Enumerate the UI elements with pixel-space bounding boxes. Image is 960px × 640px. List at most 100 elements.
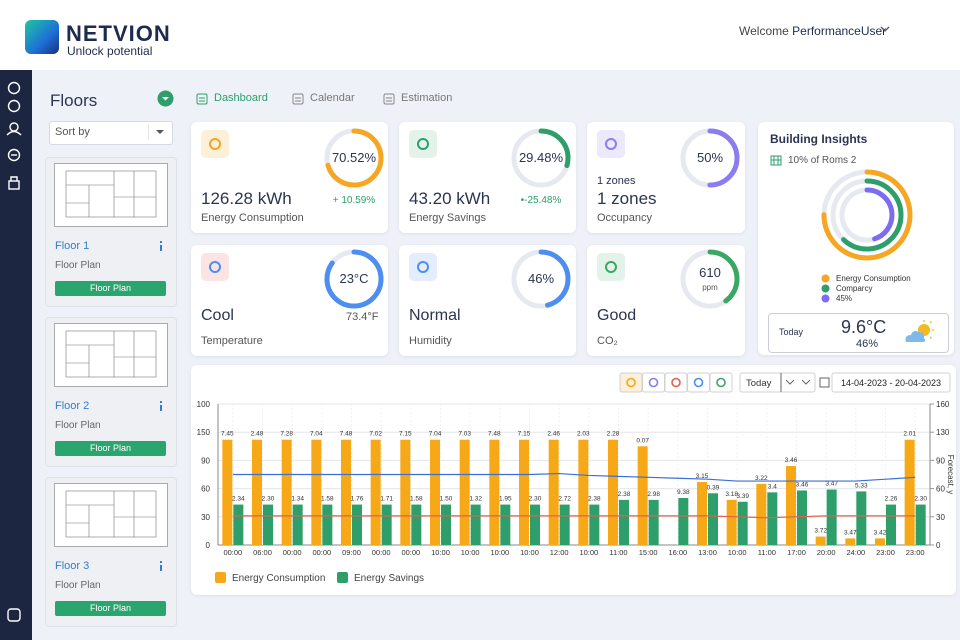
card-value: Cool: [201, 307, 234, 325]
line: [233, 474, 915, 482]
bar: [233, 505, 243, 545]
ring-text: 610: [699, 265, 721, 280]
toolbar-button[interactable]: [688, 373, 710, 392]
bar-label: 3.46: [785, 457, 798, 464]
legend-swatch: [215, 572, 226, 583]
x-tick-label: 10:00: [490, 548, 509, 557]
bar: [352, 505, 362, 545]
date-text: 14-04-2023 - 20-04-2023: [841, 378, 941, 388]
bar-label: 2.03: [577, 431, 590, 438]
bar: [638, 446, 648, 545]
bar-label: 7.04: [310, 431, 323, 438]
weather-humidity: 46%: [856, 338, 878, 350]
welcome-text: Welcome: [739, 24, 789, 38]
tab-icon: [292, 93, 304, 105]
bar: [441, 505, 451, 545]
floor-button[interactable]: Floor Plan: [55, 441, 166, 456]
tab-icon-shape: [197, 94, 207, 104]
bar-label: 7.28: [280, 431, 293, 438]
tab-icon-lines: [386, 98, 392, 101]
y2-tick-label: 90: [936, 456, 945, 465]
tab[interactable]: Calendar: [310, 92, 355, 104]
toolbar-button[interactable]: [620, 373, 642, 392]
floor-button[interactable]: Floor Plan: [55, 601, 166, 616]
chart: Today14-04-2023 - 20-04-2023030609015010…: [191, 365, 956, 595]
bar-label: 3.72: [814, 528, 827, 535]
insights-title: Building Insights: [770, 132, 867, 146]
x-tick-label: 10:00: [728, 548, 747, 557]
weather-icon: [902, 318, 938, 346]
floor-subtitle: Floor Plan: [55, 260, 101, 271]
card-icon: [409, 130, 437, 158]
sidebar-icons[interactable]: [0, 70, 32, 640]
card-value: Good: [597, 307, 636, 325]
bar-label: 2.98: [647, 491, 660, 498]
tagline: Unlock potential: [67, 44, 152, 58]
x-tick-label: 00:00: [372, 548, 391, 557]
card-label: Energy Consumption: [201, 212, 304, 224]
card-extra: 73.4°F: [346, 311, 379, 323]
tab[interactable]: Dashboard: [214, 92, 268, 104]
x-tick-label: 10:00: [579, 548, 598, 557]
floor-button[interactable]: Floor Plan: [55, 281, 166, 296]
card-ring: 23°C: [322, 247, 386, 311]
x-tick-label: 00:00: [223, 548, 242, 557]
bar: [619, 500, 629, 545]
toolbar-button[interactable]: [710, 373, 732, 392]
ring-text: 23°C: [339, 271, 368, 286]
weather-temp: 9.6°C: [841, 317, 886, 338]
card-icon: [409, 253, 437, 281]
bar-label: 9.38: [677, 489, 690, 496]
bar-label: 2.01: [903, 431, 916, 438]
y-tick-label: 100: [197, 400, 211, 409]
bar: [786, 466, 796, 545]
x-tick-label: 09:00: [342, 548, 361, 557]
user-chevron[interactable]: [880, 25, 890, 33]
bar-label: 2.30: [262, 496, 275, 503]
insight-rings: [817, 165, 917, 265]
x-tick-label: 12:00: [550, 548, 569, 557]
card-value: Normal: [409, 307, 461, 325]
floor-name: Floor 1: [55, 240, 89, 252]
bar-label: 1.58: [410, 496, 423, 503]
bar: [560, 505, 570, 545]
floor-info: [158, 401, 164, 411]
card-value: 126.28 kWh: [201, 189, 292, 209]
bar-label: 2.30: [529, 496, 542, 503]
bar-label: 2.30: [914, 496, 927, 503]
card-change: + 10.59%: [324, 195, 384, 206]
bar-label: 1.32: [469, 496, 482, 503]
bar-label: 3.39: [736, 493, 749, 500]
card-value: 1 zones: [597, 189, 657, 209]
y-tick-label: 30: [201, 513, 210, 522]
floors-toggle[interactable]: [157, 90, 174, 107]
y2-tick-label: 0: [936, 541, 941, 550]
insight-legend-label: Comparcy: [836, 284, 872, 293]
tab-icon-shape: [293, 94, 303, 104]
bar-label: 2.34: [232, 496, 245, 503]
bar-label: 2.28: [607, 431, 620, 438]
bar-label: 1.50: [440, 496, 453, 503]
toolbar-button[interactable]: [665, 373, 687, 392]
x-tick-label: 10:00: [520, 548, 539, 557]
bar: [916, 505, 926, 545]
bar: [727, 500, 737, 545]
bar: [797, 490, 807, 545]
card-label: Humidity: [409, 335, 452, 347]
tab[interactable]: Estimation: [401, 92, 452, 104]
bar-label: 5.33: [855, 482, 868, 489]
bar: [856, 491, 866, 545]
x-tick-label: 11:00: [609, 548, 627, 557]
user-name[interactable]: PerformanceUser: [792, 24, 886, 38]
insights-icon: [770, 155, 782, 166]
y2-tick-label: 160: [936, 400, 950, 409]
bar: [460, 440, 470, 545]
toolbar-button[interactable]: [643, 373, 665, 392]
y2-tick-label: 60: [936, 485, 945, 494]
legend-swatch: [337, 572, 348, 583]
floor-info: [158, 241, 164, 251]
ring-text: 29.48%: [519, 150, 564, 165]
bar-label: 1.76: [351, 496, 364, 503]
ring-text: 46%: [528, 271, 554, 286]
card-icon-bg: [409, 253, 437, 281]
